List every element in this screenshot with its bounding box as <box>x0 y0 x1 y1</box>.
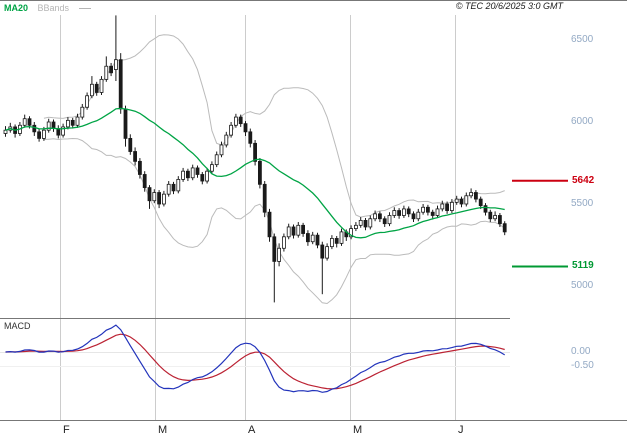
month-tick-feb: F <box>63 424 70 436</box>
price-tick-6000: 6000 <box>571 116 594 127</box>
month-tick-jun: J <box>458 424 464 436</box>
ma20-label: MA20 <box>4 3 29 13</box>
month-tick-mar: M <box>158 424 168 436</box>
copyright-text: © TEC 20/6/2025 3:0 GMT <box>455 1 563 11</box>
price-tick-6500: 6500 <box>571 34 594 45</box>
macd-panel-label: MACD <box>4 321 31 331</box>
resistance-level-label: 5642 <box>572 175 595 186</box>
macd-tick-neg050: -0.50 <box>571 360 594 371</box>
bbands-line-sample-icon <box>78 8 91 10</box>
price-tick-5000: 5000 <box>571 280 594 291</box>
indicator-legend: MA20 BBands <box>4 2 91 14</box>
price-tick-5500: 5500 <box>571 198 594 209</box>
support-level-label: 5119 <box>572 260 594 271</box>
month-tick-may: M <box>353 424 363 436</box>
macd-tick-zero: 0.00 <box>571 346 591 357</box>
month-tick-apr: A <box>248 424 256 436</box>
bbands-label: BBands <box>37 3 70 13</box>
